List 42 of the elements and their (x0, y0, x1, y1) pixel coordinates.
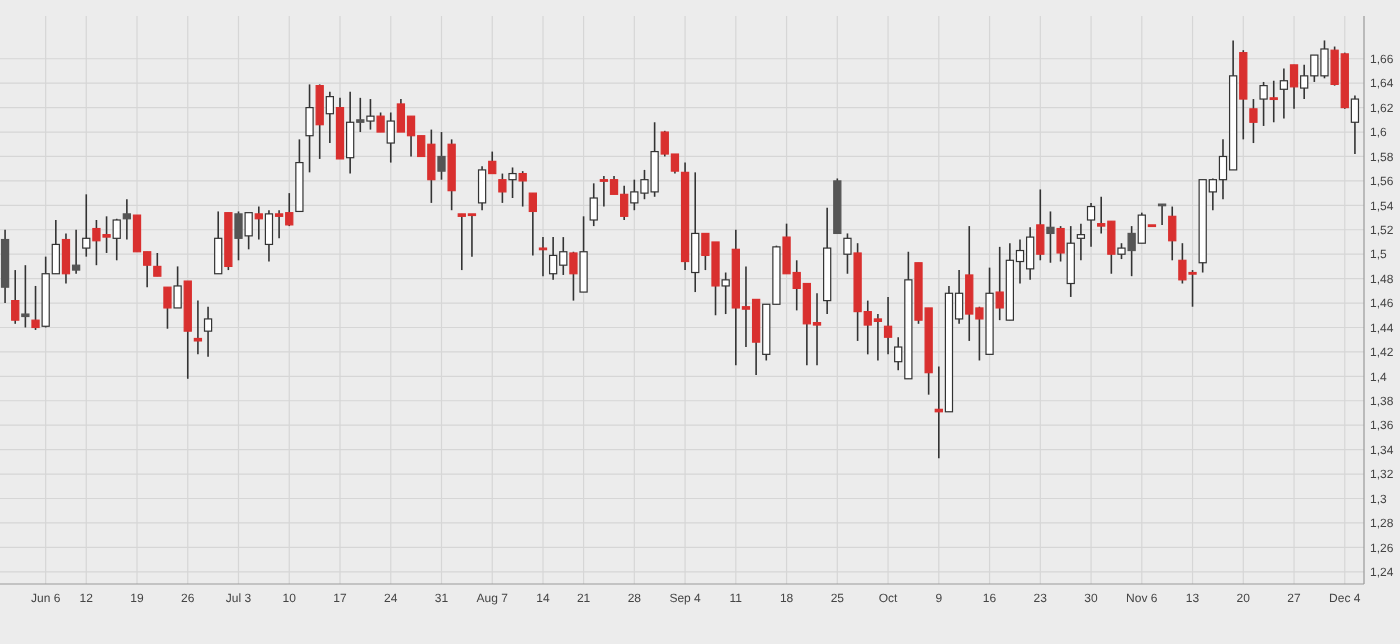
candlestick (528, 192, 537, 257)
candlestick (1086, 202, 1096, 248)
candlestick (112, 217, 121, 262)
candlestick (589, 182, 598, 227)
candlestick (843, 232, 852, 275)
candlestick (437, 131, 446, 181)
candlestick (346, 90, 355, 175)
candlestick (366, 98, 375, 131)
candlestick (579, 215, 588, 293)
candlestick (538, 236, 548, 277)
candlestick (1157, 203, 1167, 226)
candlestick (305, 83, 314, 174)
candlestick (122, 198, 132, 241)
candlestick (1168, 205, 1177, 262)
candlestick (244, 211, 253, 251)
candlestick (691, 171, 700, 293)
candlestick (1279, 67, 1289, 120)
candlestick (1350, 94, 1360, 155)
candlestick (477, 165, 487, 212)
candlestick (508, 166, 517, 199)
candlestick (264, 209, 274, 263)
candlestick (214, 210, 223, 275)
candlestick (447, 138, 456, 212)
candlestick (203, 305, 213, 358)
candlestick (386, 111, 395, 164)
candlestick (1249, 98, 1258, 144)
candlestick (0, 228, 10, 304)
candlestick (721, 271, 730, 315)
candlestick (82, 193, 91, 258)
candlestick (173, 265, 182, 309)
candlestick (153, 252, 162, 277)
candlestick (1259, 81, 1268, 127)
candlestick (325, 90, 334, 144)
candlestick (71, 228, 81, 275)
candlestick (21, 264, 30, 329)
candlestick (1046, 210, 1055, 264)
candlestick (1076, 222, 1086, 262)
candlestick (1137, 211, 1146, 244)
candlestick (1066, 225, 1075, 298)
candlestick (883, 296, 893, 356)
candlestick (11, 269, 20, 325)
candlestick (193, 299, 203, 356)
